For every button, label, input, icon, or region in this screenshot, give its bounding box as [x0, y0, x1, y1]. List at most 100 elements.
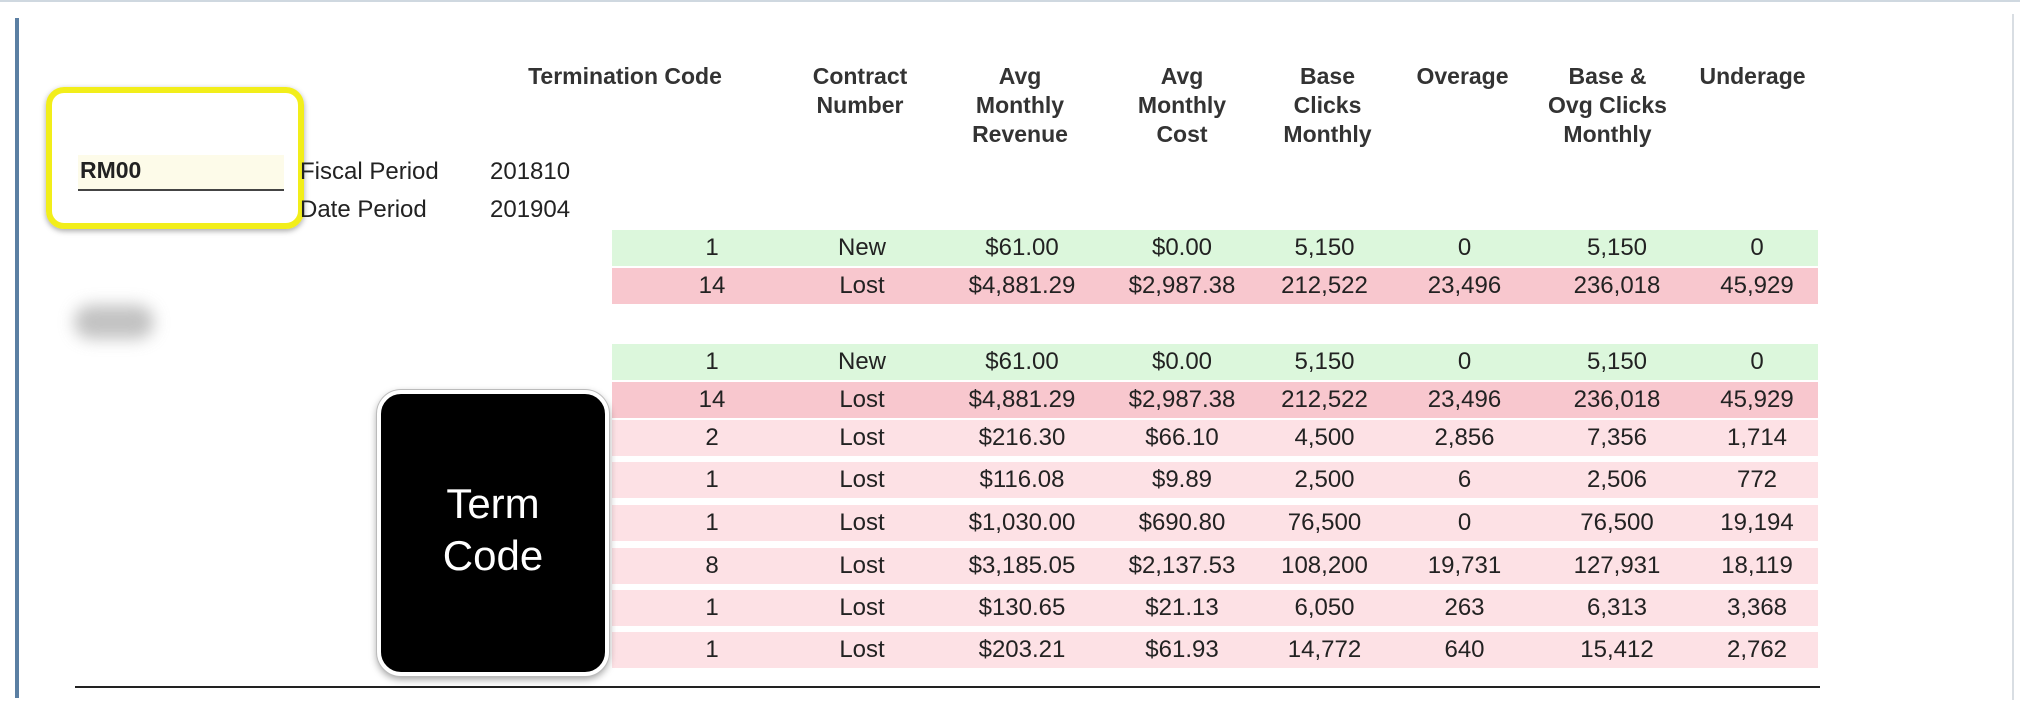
cell-cost: $2,987.38: [1128, 272, 1236, 299]
cell-overage: 23,496: [1427, 272, 1502, 299]
cell-underage: 18,119: [1721, 552, 1793, 579]
cell-overage: 640: [1444, 636, 1485, 663]
cell-status: Lost: [839, 636, 885, 663]
cell-status: Lost: [839, 552, 885, 579]
cell-revenue: $4,881.29: [968, 386, 1076, 413]
table-row: 1 New $61.00 $0.00 5,150 0 5,150 0: [612, 230, 1818, 266]
cell-underage: 19,194: [1720, 509, 1794, 536]
cell-code: 1: [705, 466, 719, 493]
cell-cost: $9.89: [1151, 466, 1213, 493]
cell-cost: $0.00: [1151, 348, 1213, 375]
cell-status: Lost: [839, 386, 885, 413]
cell-base-ovg: 15,412: [1580, 636, 1654, 663]
cell-code: 1: [705, 234, 719, 261]
cell-status: New: [837, 234, 886, 261]
cell-overage: 0: [1457, 348, 1472, 375]
cell-revenue: $61.00: [985, 348, 1059, 375]
right-border: [2012, 14, 2014, 700]
cell-status: Lost: [839, 509, 885, 536]
cell-overage: 23,496: [1427, 386, 1502, 413]
cell-underage: 0: [1750, 348, 1764, 375]
cell-base: 212,522: [1281, 272, 1368, 299]
cell-revenue: $4,881.29: [968, 272, 1076, 299]
cell-code: 1: [705, 636, 719, 663]
callout-line-2: Code: [442, 532, 544, 579]
cell-base-ovg: 7,356: [1586, 424, 1648, 451]
bottom-rule: [75, 686, 1820, 688]
table-row: 8 Lost $3,185.05 $2,137.53 108,200 19,731 127,…: [612, 548, 1818, 584]
cell-underage: 45,929: [1720, 386, 1794, 413]
cell-base: 6,050: [1294, 594, 1355, 621]
redacted-label: [74, 305, 154, 339]
cell-revenue: $1,030.00: [968, 509, 1076, 536]
cell-code: 1: [705, 594, 719, 621]
cell-base-ovg: 2,506: [1586, 466, 1648, 493]
cell-base-ovg: 127,931: [1573, 552, 1661, 579]
cell-base-ovg: 236,018: [1573, 386, 1661, 413]
header-avg-monthly-cost: Avg Monthly Cost: [1137, 63, 1227, 147]
cell-cost: $21.13: [1145, 594, 1219, 621]
cell-base: 108,200: [1281, 552, 1368, 579]
table-row: 1 Lost $203.21 $61.93 14,772 640 15,412 2,762: [612, 632, 1818, 668]
left-border: [15, 18, 19, 698]
highlight-box: [46, 87, 304, 229]
table-row: 1 New $61.00 $0.00 5,150 0 5,150 0: [612, 344, 1818, 380]
cell-revenue: $203.21: [978, 636, 1066, 663]
cell-cost: $2,137.53: [1128, 552, 1236, 579]
cell-cost: $61.93: [1145, 636, 1219, 663]
cell-overage: 263: [1444, 594, 1485, 621]
cell-revenue: $116.08: [979, 466, 1065, 493]
cell-underage: 0: [1750, 234, 1764, 261]
term-code-callout: Term Code: [377, 390, 609, 676]
table-row: 2 Lost $216.30 $66.10 4,500 2,856 7,356 1,714: [612, 420, 1818, 456]
header-contract-number: Contract Number: [812, 63, 908, 118]
cell-revenue: $130.65: [978, 594, 1066, 621]
header-overage: Overage: [1416, 63, 1509, 89]
header-base-ovg-clicks-monthly: Base & Ovg Clicks Monthly: [1548, 63, 1667, 147]
cell-base: 14,772: [1287, 636, 1362, 663]
header-termination-code: Termination Code: [528, 63, 722, 89]
cell-cost: $66.10: [1145, 424, 1219, 451]
cell-status: Lost: [839, 272, 885, 299]
cell-base: 5,150: [1294, 234, 1355, 261]
cell-overage: 19,731: [1427, 552, 1502, 579]
cell-base-ovg: 76,500: [1580, 509, 1654, 536]
cell-base-ovg: 236,018: [1573, 272, 1661, 299]
fiscal-period-label: Fiscal Period: [300, 158, 439, 185]
cell-underage: 45,929: [1720, 272, 1794, 299]
table-row: 14 Lost $4,881.29 $2,987.38 212,522 23,496 236…: [612, 382, 1818, 418]
cell-underage: 772: [1736, 466, 1778, 493]
cell-cost: $690.80: [1138, 509, 1226, 536]
cell-base: 2,500: [1294, 466, 1355, 493]
cell-underage: 3,368: [1726, 594, 1788, 621]
date-period-value: 201904: [490, 196, 571, 223]
cell-code: 8: [705, 552, 719, 579]
cell-code: 1: [705, 348, 719, 375]
cell-revenue: $216.30: [978, 424, 1066, 451]
header-underage: Underage: [1699, 63, 1806, 89]
cell-underage: 1,714: [1726, 424, 1788, 451]
table-row: 1 Lost $130.65 $21.13 6,050 263 6,313 3,368: [612, 590, 1818, 626]
cell-status: Lost: [839, 466, 885, 493]
cell-base-ovg: 6,313: [1586, 594, 1648, 621]
header-base-clicks-monthly: Base Clicks Monthly: [1283, 63, 1372, 147]
rm-field[interactable]: RM00: [78, 155, 284, 191]
header-avg-monthly-revenue: Avg Monthly Revenue: [972, 63, 1068, 147]
cell-revenue: $3,185.05: [968, 552, 1076, 579]
cell-code: 14: [698, 386, 726, 413]
cell-overage: 6: [1457, 466, 1472, 493]
cell-code: 2: [705, 424, 719, 451]
cell-code: 1: [705, 509, 719, 536]
table-row: 1 Lost $116.08 $9.89 2,500 6 2,506 772: [612, 462, 1818, 498]
table-row: 14 Lost $4,881.29 $2,987.38 212,522 23,496 236…: [612, 268, 1818, 304]
cell-base: 76,500: [1287, 509, 1362, 536]
cell-base-ovg: 5,150: [1586, 234, 1648, 261]
cell-cost: $0.00: [1151, 234, 1213, 261]
cell-underage: 2,762: [1726, 636, 1788, 663]
table-row: 1 Lost $1,030.00 $690.80 76,500 0 76,500 19,194: [612, 505, 1818, 541]
fiscal-period-value: 201810: [490, 158, 571, 185]
callout-line-1: Term: [446, 480, 540, 527]
cell-revenue: $61.00: [985, 234, 1059, 261]
cell-status: New: [837, 348, 886, 375]
